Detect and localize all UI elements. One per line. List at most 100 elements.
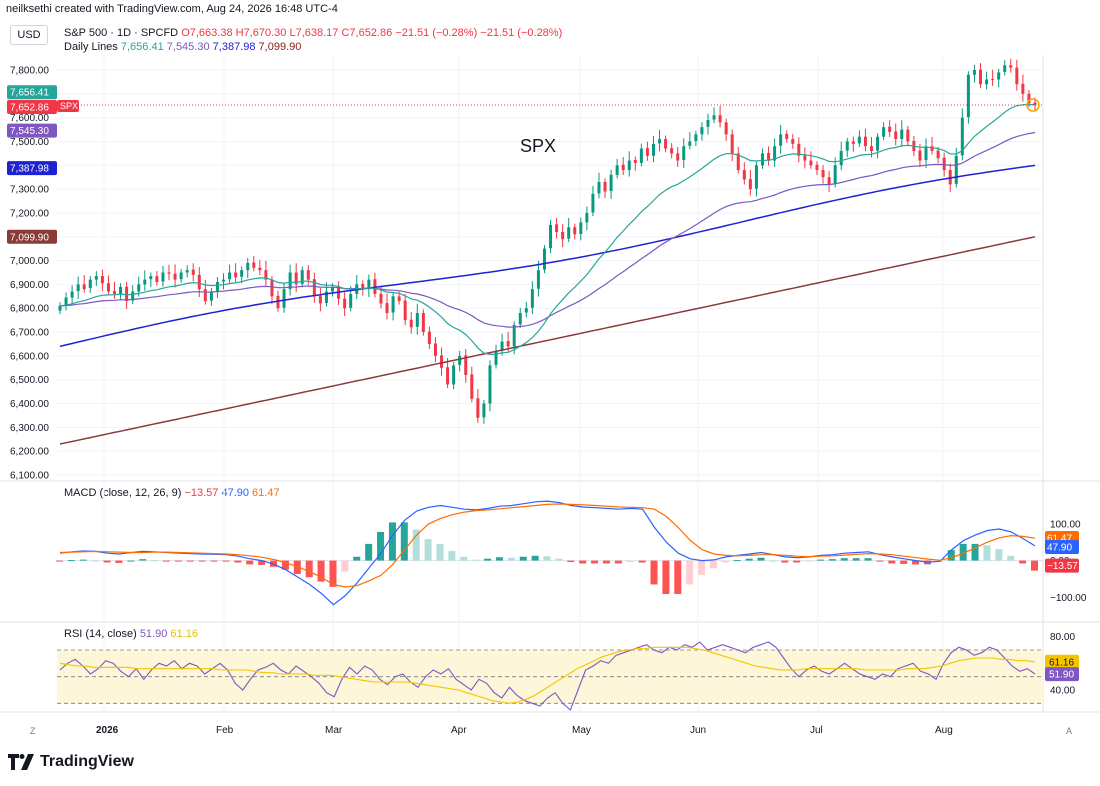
- candle-body: [645, 148, 649, 156]
- candle-body: [579, 222, 583, 234]
- sma100-tag: 7,387.98: [10, 164, 49, 175]
- candle-body: [918, 150, 922, 161]
- candle-body: [960, 117, 964, 156]
- macd-hist-bar: [602, 560, 610, 564]
- candle-body: [191, 269, 195, 275]
- ema20-tag: 7,656.41: [10, 88, 49, 99]
- macd-hist-bar: [769, 560, 777, 562]
- macd-signal-line: [59, 503, 1036, 588]
- candle-body: [651, 143, 655, 156]
- macd-hist-bar: [650, 560, 658, 585]
- candle-body: [536, 270, 540, 289]
- candle-body: [682, 146, 686, 161]
- macd-hist-bar: [56, 560, 63, 562]
- candle-body: [615, 165, 619, 175]
- candle-body: [379, 293, 383, 304]
- macd-hist-bar: [258, 560, 266, 565]
- candle-body: [603, 181, 607, 192]
- candle-body: [246, 262, 250, 271]
- ohlc-high: H7,670.30: [235, 27, 287, 39]
- candle-body: [791, 139, 795, 144]
- candle-body: [494, 351, 498, 365]
- candle-body: [530, 289, 534, 308]
- macd-hist-bar: [995, 549, 1003, 561]
- y-tick-label: 6,700.00: [10, 328, 49, 339]
- candle-body: [1027, 93, 1031, 104]
- candle-body: [948, 170, 952, 185]
- macd-hist-bar: [638, 560, 646, 563]
- candle-body: [561, 232, 565, 240]
- candle-body: [978, 69, 982, 85]
- ma-value-sma200: 7,099.90: [258, 41, 302, 53]
- macd-hist-bar: [174, 560, 182, 562]
- candle-body: [676, 153, 680, 161]
- macd-hist-bar: [686, 560, 694, 585]
- candle-body: [149, 276, 153, 280]
- candle-body: [167, 272, 171, 274]
- candle-body: [331, 286, 335, 292]
- y-tick-label: 6,100.00: [10, 471, 49, 482]
- candle-body: [264, 270, 268, 280]
- candle-body: [106, 283, 110, 292]
- candle-body: [185, 270, 189, 273]
- currency-button[interactable]: USD: [10, 25, 48, 45]
- macd-hist-bar: [983, 545, 991, 561]
- tradingview-logo-icon: [8, 754, 34, 770]
- candle-body: [1003, 65, 1007, 72]
- candle-body: [924, 146, 928, 161]
- ma-legend-title[interactable]: Daily Lines: [64, 41, 118, 53]
- candle-body: [906, 129, 910, 142]
- macd-hist-bar: [424, 539, 432, 561]
- candle-body: [440, 355, 444, 368]
- candle-body: [767, 152, 771, 161]
- candle-body: [809, 160, 813, 166]
- macd-hist-bar: [127, 560, 135, 562]
- candle-body: [754, 165, 758, 189]
- candle-body: [391, 296, 395, 313]
- candle-body: [64, 297, 68, 306]
- macd-hist-bar: [484, 558, 492, 561]
- ma-value-ema20: 7,656.41: [120, 41, 164, 53]
- macd-hist-bar: [210, 560, 218, 562]
- candle-body: [815, 164, 819, 171]
- candle-body: [125, 286, 129, 302]
- candle-body: [306, 270, 310, 280]
- macd-hist-bar: [912, 560, 920, 565]
- macd-value-tag: 47.90: [1047, 543, 1072, 554]
- rsi-title[interactable]: RSI (14, close): [64, 628, 137, 640]
- candle-body: [58, 305, 62, 311]
- candle-body: [143, 279, 147, 285]
- candle-body: [324, 291, 328, 303]
- candle-body: [94, 276, 98, 280]
- macd-hist-bar: [614, 560, 622, 564]
- symbol-title[interactable]: S&P 500 · 1D · SPCFD: [64, 27, 179, 39]
- y-tick-label: 7,600.00: [10, 113, 49, 124]
- rsi-value-tag: 51.90: [1049, 670, 1074, 681]
- candle-body: [361, 283, 365, 290]
- rsi-y-tick: 80.00: [1050, 632, 1075, 643]
- ma-legend-line: Daily Lines 7,656.41 7,545.30 7,387.98 7…: [64, 41, 301, 53]
- candle-body: [343, 298, 347, 309]
- candle-body: [894, 131, 898, 140]
- macd-hist-bar: [555, 558, 563, 561]
- macd-hist-bar: [947, 550, 955, 561]
- candle-body: [542, 248, 546, 270]
- candle-body: [936, 150, 940, 159]
- candle-body: [609, 174, 613, 192]
- candle-body: [82, 284, 86, 290]
- x-tick-label: May: [572, 725, 591, 736]
- macd-hist-bar: [151, 560, 159, 562]
- candle-body: [234, 272, 238, 278]
- candle-body: [639, 148, 643, 163]
- tradingview-logo[interactable]: TradingView: [8, 753, 134, 771]
- candle-body: [288, 272, 292, 290]
- macd-hist-bar: [198, 560, 206, 562]
- y-tick-label: 7,300.00: [10, 185, 49, 196]
- macd-hist-bar: [733, 560, 741, 562]
- macd-hist-bar: [626, 560, 634, 563]
- candle-body: [524, 308, 528, 313]
- macd-hist-bar: [115, 560, 123, 563]
- rsi-y-tick: 40.00: [1050, 686, 1075, 697]
- macd-title[interactable]: MACD (close, 12, 26, 9): [64, 487, 182, 499]
